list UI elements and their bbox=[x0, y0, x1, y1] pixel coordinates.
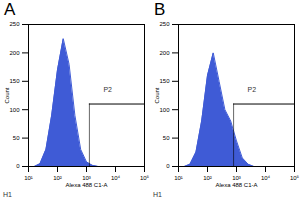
svg-text:Count: Count bbox=[4, 87, 10, 103]
svg-text:Alexa 488 C1-A: Alexa 488 C1-A bbox=[65, 182, 107, 188]
svg-text:10³: 10³ bbox=[82, 175, 91, 181]
svg-text:10⁵: 10⁵ bbox=[290, 175, 300, 181]
html-text:B: B bbox=[154, 0, 166, 19]
svg-text:50: 50 bbox=[163, 135, 170, 141]
svg-text:10⁴: 10⁴ bbox=[261, 175, 271, 181]
svg-text:100: 100 bbox=[159, 107, 170, 113]
svg-text:10³: 10³ bbox=[232, 175, 241, 181]
svg-text:100: 100 bbox=[9, 107, 20, 113]
svg-text:250: 250 bbox=[9, 21, 20, 27]
svg-text:150: 150 bbox=[159, 78, 170, 84]
svg-text:200: 200 bbox=[159, 50, 170, 56]
svg-text:10¹: 10¹ bbox=[24, 175, 33, 181]
svg-text:10²: 10² bbox=[203, 175, 212, 181]
svg-text:0: 0 bbox=[16, 163, 20, 169]
svg-text:P2: P2 bbox=[248, 86, 257, 93]
svg-text:50: 50 bbox=[13, 135, 20, 141]
svg-text:250: 250 bbox=[159, 21, 170, 27]
svg-text:10⁴: 10⁴ bbox=[111, 175, 121, 181]
html-text:H1: H1 bbox=[153, 191, 162, 198]
svg-text:200: 200 bbox=[9, 50, 20, 56]
html-text:H1: H1 bbox=[3, 191, 12, 198]
svg-text:Alexa 488 C1-A: Alexa 488 C1-A bbox=[215, 182, 257, 188]
svg-text:10²: 10² bbox=[53, 175, 62, 181]
svg-text:P2: P2 bbox=[103, 86, 112, 93]
html-text:A: A bbox=[4, 0, 16, 19]
svg-text:10⁵: 10⁵ bbox=[140, 175, 150, 181]
svg-text:150: 150 bbox=[9, 78, 20, 84]
svg-text:Count: Count bbox=[154, 87, 160, 103]
svg-text:10¹: 10¹ bbox=[174, 175, 183, 181]
svg-text:0: 0 bbox=[166, 163, 170, 169]
